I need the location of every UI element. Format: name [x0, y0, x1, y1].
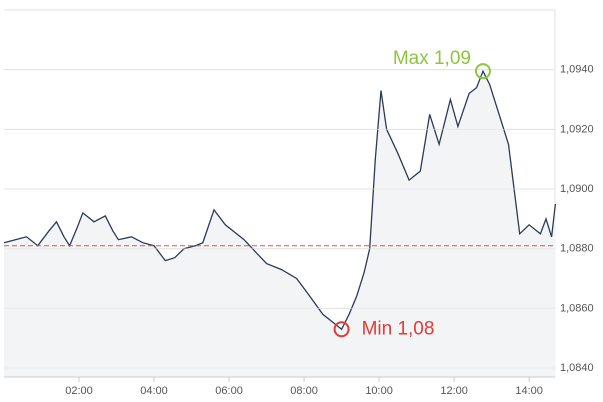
- x-tick-label: 08:00: [290, 385, 318, 397]
- line: [3, 69, 557, 331]
- annotation-marker: [474, 63, 491, 80]
- x-tick-label: 04:00: [140, 385, 168, 397]
- x-tick-label: 14:00: [515, 385, 543, 397]
- y-tick-label: 1,0900: [560, 183, 594, 195]
- x-tick-label: 02:00: [65, 385, 93, 397]
- y-tick-label: 1,0940: [560, 64, 594, 76]
- y-tick-label: 1,0860: [560, 302, 594, 314]
- annotation-label: Max 1,09: [393, 48, 471, 69]
- x-tick-label: 10:00: [365, 385, 393, 397]
- x-tick-label: 12:00: [440, 385, 468, 397]
- annotation-marker: [333, 321, 350, 338]
- area: [4, 71, 556, 377]
- annotation-label: Min 1,08: [362, 318, 435, 339]
- y-tick-label: 1,0840: [560, 362, 594, 374]
- y-tick-label: 1,0920: [560, 123, 594, 135]
- y-tick-label: 1,0880: [560, 243, 594, 255]
- x-tick-label: 06:00: [215, 385, 243, 397]
